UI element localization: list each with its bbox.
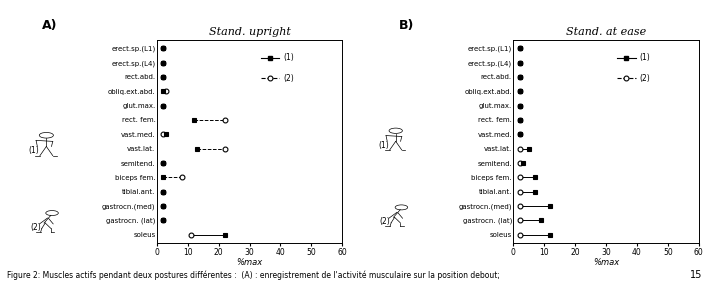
Text: (2): (2) bbox=[283, 74, 294, 83]
Title: Stand. upright: Stand. upright bbox=[209, 27, 290, 37]
X-axis label: %max: %max bbox=[237, 258, 262, 267]
Text: Figure 2: Muscles actifs pendant deux postures différentes :  (A) : enregistreme: Figure 2: Muscles actifs pendant deux po… bbox=[7, 271, 503, 280]
Text: 15: 15 bbox=[690, 270, 702, 280]
Text: A): A) bbox=[42, 19, 58, 32]
X-axis label: %max: %max bbox=[593, 258, 619, 267]
Text: B): B) bbox=[399, 19, 414, 32]
Text: (2): (2) bbox=[640, 74, 650, 83]
Text: (1): (1) bbox=[640, 53, 650, 63]
Text: (1): (1) bbox=[283, 53, 294, 63]
Title: Stand. at ease: Stand. at ease bbox=[566, 27, 646, 37]
